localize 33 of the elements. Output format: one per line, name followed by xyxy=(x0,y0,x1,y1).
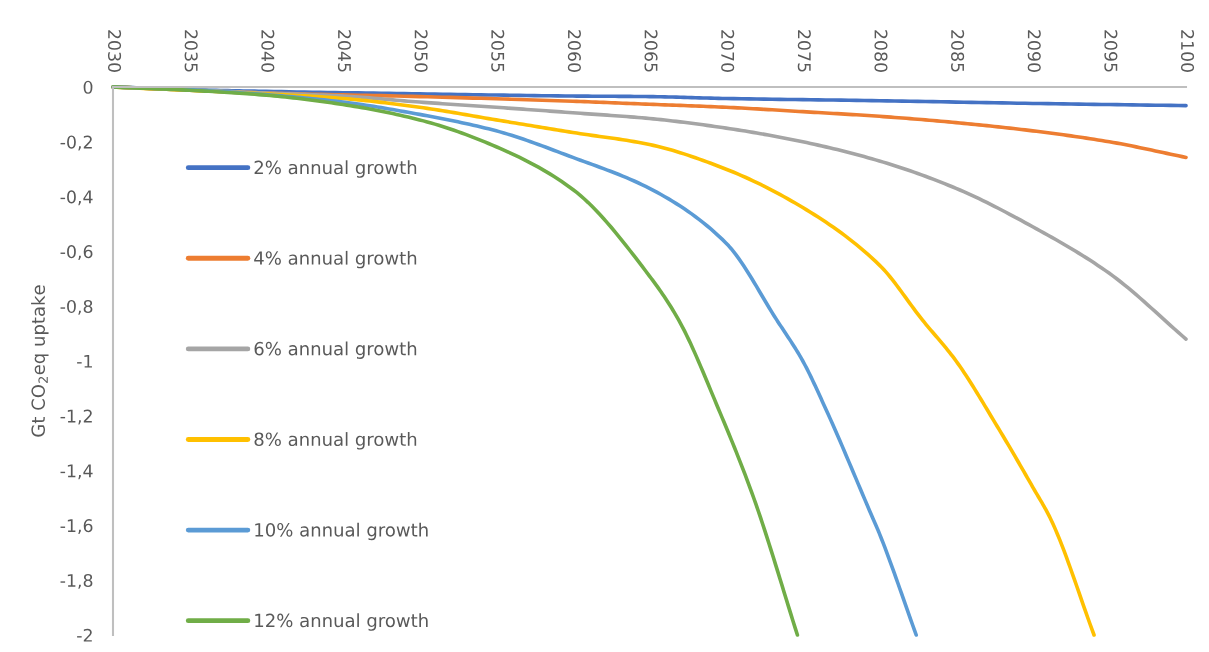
x-tick-label: 2055 xyxy=(491,30,505,72)
x-tick-label: 2085 xyxy=(951,30,965,72)
y-tick-label: -1,6 xyxy=(60,519,93,535)
x-tick-label: 2090 xyxy=(1027,30,1041,72)
x-tick-label: 2030 xyxy=(107,30,122,72)
y-tick-label: 0 xyxy=(83,80,93,94)
y-tick-label: -1 xyxy=(77,354,92,368)
y-axis-title: Gt CO$_{2}$eq uptake xyxy=(31,285,49,437)
x-tick-label: 2100 xyxy=(1180,30,1195,72)
y-tick-label: -0,6 xyxy=(60,245,93,261)
y-tick-label: -0,4 xyxy=(60,190,93,206)
y-tick-label: -2 xyxy=(77,628,92,642)
y-tick-label: -0,2 xyxy=(60,135,92,151)
x-tick-label: 2070 xyxy=(721,30,735,72)
x-tick-label: 2065 xyxy=(644,30,658,72)
x-tick-label: 2060 xyxy=(567,30,581,72)
x-tick-label: 2035 xyxy=(184,30,198,72)
legend-label: 8% annual growth xyxy=(254,432,417,450)
legend-label: 4% annual growth xyxy=(254,250,417,269)
x-tick-label: 2075 xyxy=(797,30,811,72)
x-tick-label: 2045 xyxy=(337,30,352,72)
x-tick-label: 2080 xyxy=(874,30,888,72)
y-tick-label: -0,8 xyxy=(60,299,93,315)
y-tick-label: -1,8 xyxy=(60,573,93,589)
legend-label: 2% annual growth xyxy=(254,160,417,178)
y-tick-label: -1,2 xyxy=(60,409,92,425)
legend-label: 6% annual growth xyxy=(254,341,417,359)
legend-label: 12% annual growth xyxy=(255,613,428,631)
x-tick-label: 2050 xyxy=(414,30,428,72)
x-tick-label: 2040 xyxy=(261,30,275,72)
legend-label: 10% annual growth xyxy=(255,522,428,541)
y-tick-label: -1,4 xyxy=(60,464,93,480)
x-tick-label: 2095 xyxy=(1104,30,1118,72)
